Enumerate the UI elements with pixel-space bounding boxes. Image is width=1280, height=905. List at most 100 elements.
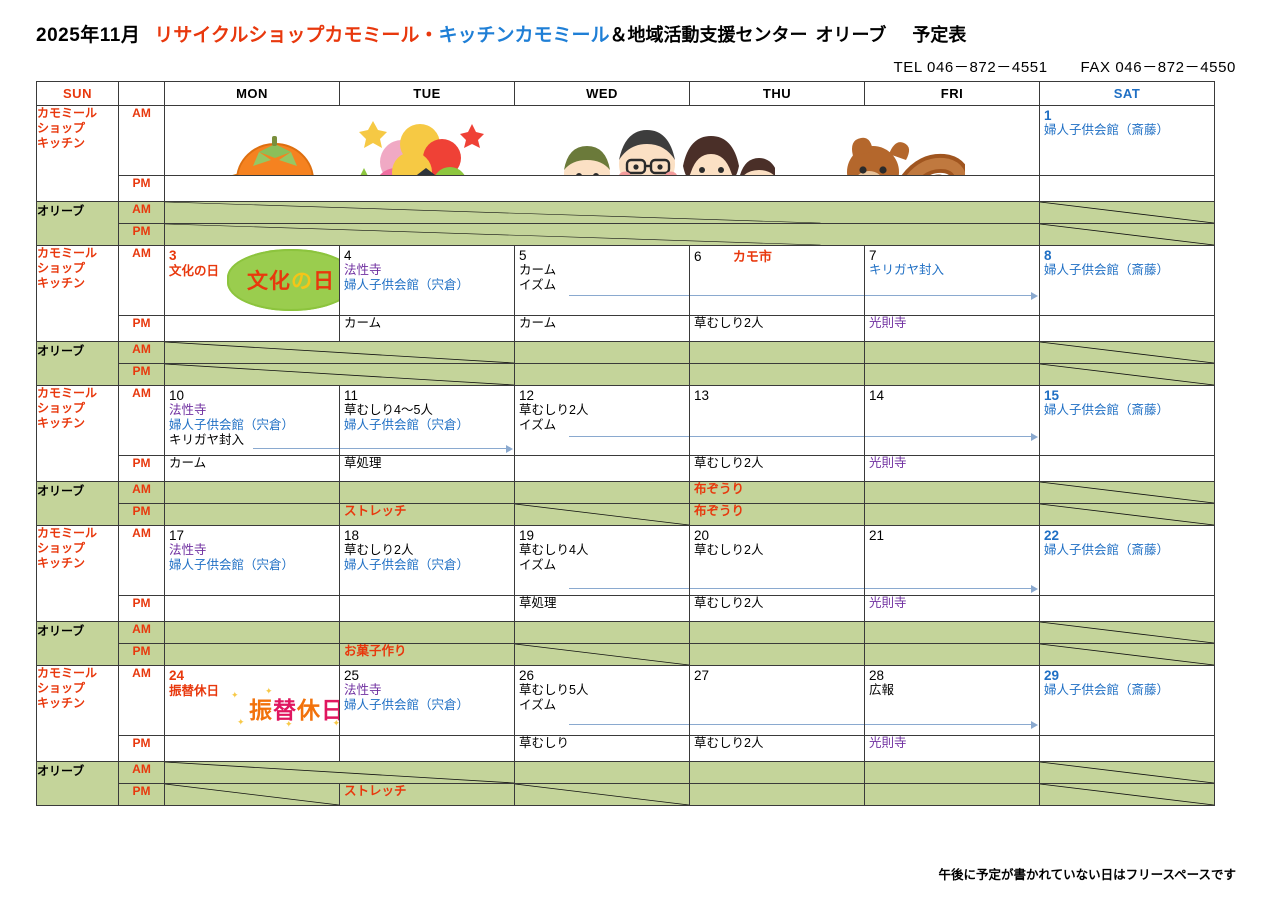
pm-cell-13[interactable]: 草むしり2人 [689, 455, 865, 482]
event-text: 草むしり [519, 736, 570, 751]
pm-cell-21[interactable]: 光則寺 [864, 595, 1040, 622]
olive-am-fri[interactable] [864, 481, 1040, 504]
row-label-olive: オリーブ [36, 341, 119, 386]
olive-pm-sat-closed [1039, 783, 1215, 806]
continuation-line [865, 295, 1031, 296]
olive-am-wed[interactable] [514, 761, 690, 784]
day-cell-22[interactable]: 22 婦人子供会館（斎藤） [1039, 525, 1215, 596]
day-cell-10[interactable]: 10 法性寺 婦人子供会館（宍倉） キリガヤ封入 [164, 385, 340, 456]
pm-cell-11[interactable]: 草処理 [339, 455, 515, 482]
day-cell-5[interactable]: 5 カーム イズム [514, 245, 690, 316]
pm-cell-7[interactable]: 光則寺 [864, 315, 1040, 342]
day-cell-21[interactable]: 21 [864, 525, 1040, 596]
olive-pm-mon[interactable] [164, 503, 340, 526]
day-cell-25[interactable]: 25 法性寺 婦人子供会館（宍倉） [339, 665, 515, 736]
day-cell-17[interactable]: 17 法性寺 婦人子供会館（宍倉） [164, 525, 340, 596]
olive-am-thu[interactable] [689, 761, 865, 784]
olive-pm-wed[interactable] [514, 363, 690, 386]
olive-pm-fri[interactable] [864, 643, 1040, 666]
olive-am-wed[interactable] [514, 341, 690, 364]
olive-pm-tue[interactable]: お菓子作り [339, 643, 515, 666]
bunka-no-hi-banner-icon: 文化の日 [227, 249, 339, 311]
day-cell-15[interactable]: 15 婦人子供会館（斎藤） [1039, 385, 1215, 456]
day-cell-1[interactable]: 1 婦人子供会館（斎藤） [1039, 105, 1215, 176]
day-cell-7[interactable]: 7 キリガヤ封入 [864, 245, 1040, 316]
day-cell-18[interactable]: 18 草むしり2人 婦人子供会館（宍倉） [339, 525, 515, 596]
olive-pm-thu[interactable] [689, 363, 865, 386]
olive-am-fri[interactable] [864, 621, 1040, 644]
olive-pm-fri[interactable] [864, 783, 1040, 806]
pm-cell-12[interactable] [514, 455, 690, 482]
olive-am-wed[interactable] [514, 621, 690, 644]
day-cell-26[interactable]: 26 草むしり5人 イズム [514, 665, 690, 736]
pm-cell-3[interactable] [164, 315, 340, 342]
event-text: イズム [519, 418, 557, 432]
day-cell-19[interactable]: 19 草むしり4人 イズム [514, 525, 690, 596]
olive-am-tue[interactable] [339, 481, 515, 504]
day-cell-27[interactable]: 27 [689, 665, 865, 736]
olive-am-fri[interactable] [864, 761, 1040, 784]
pm-cell-17[interactable] [164, 595, 340, 622]
week4-kamo-am-row: カモミール ショップ キッチン AM 17 法性寺 婦人子供会館（宍倉） 18 … [36, 525, 1215, 622]
olive-pm-thu[interactable] [689, 643, 865, 666]
olive-am-closed-band [164, 201, 1040, 224]
olive-am-thu[interactable] [689, 621, 865, 644]
olive-pm-mon[interactable] [164, 643, 340, 666]
olive-am-thu[interactable] [689, 341, 865, 364]
olive-am-mon[interactable] [164, 481, 340, 504]
day-cell-12[interactable]: 12 草むしり2人 イズム [514, 385, 690, 456]
event-text: 婦人子供会館（斎藤） [1044, 123, 1170, 137]
pm-cell-8[interactable] [1039, 315, 1215, 342]
day-cell-14[interactable]: 14 [864, 385, 1040, 456]
pm-cell-25[interactable] [339, 735, 515, 762]
pm-cell-4[interactable]: カーム [339, 315, 515, 342]
olive-am-thu[interactable]: 布ぞうり [689, 481, 865, 504]
pm-cell-14[interactable]: 光則寺 [864, 455, 1040, 482]
banner-char-1: 文 [247, 270, 269, 293]
pm-cell-18[interactable] [339, 595, 515, 622]
day-cell-6[interactable]: 6 カモ市 [689, 245, 865, 316]
day-cell-1-pm[interactable] [1039, 175, 1215, 202]
pm-cell-26[interactable]: 草むしり [514, 735, 690, 762]
day-cell-8[interactable]: 8 婦人子供会館（斎藤） [1039, 245, 1215, 316]
pm-cell-6[interactable]: 草むしり2人 [689, 315, 865, 342]
olive-am-mon[interactable] [164, 621, 340, 644]
pm-cell-27[interactable]: 草むしり2人 [689, 735, 865, 762]
olive-am-wed[interactable] [514, 481, 690, 504]
olive-pm-thu[interactable]: 布ぞうり [689, 503, 865, 526]
title-olive: オリーブ [815, 25, 887, 45]
continuation-arrowhead-icon [1031, 720, 1038, 729]
olive-pm-tue[interactable]: ストレッチ [339, 783, 515, 806]
day-cell-13[interactable]: 13 [689, 385, 865, 456]
day-cell-4[interactable]: 4 法性寺 婦人子供会館（宍倉） [339, 245, 515, 316]
day-cell-28[interactable]: 28 広報 [864, 665, 1040, 736]
olive-pm-fri[interactable] [864, 503, 1040, 526]
pm-cell-10[interactable]: カーム [164, 455, 340, 482]
pm-cell-20[interactable]: 草むしり2人 [689, 595, 865, 622]
pm-cell-5[interactable]: カーム [514, 315, 690, 342]
week5-kamo-pm-row: PM 草むしり 草むしり2人 光則寺 [37, 735, 1215, 762]
pm-cell-15[interactable] [1039, 455, 1215, 482]
continuation-arrowhead-icon [506, 444, 513, 453]
olive-pm-wed-closed [514, 643, 690, 666]
olive-am-tue[interactable] [339, 621, 515, 644]
event-text: カーム [169, 456, 207, 471]
olive-pm-fri[interactable] [864, 363, 1040, 386]
day-cell-11[interactable]: 11 草むしり4～5人 婦人子供会館（宍倉） [339, 385, 515, 456]
pm-cell-28[interactable]: 光則寺 [864, 735, 1040, 762]
day-cell-20[interactable]: 20 草むしり2人 [689, 525, 865, 596]
week5-olive-am-row: オリーブ AM [36, 761, 1215, 806]
diagonal-strike-icon [515, 784, 689, 805]
olive-pm-tue[interactable]: ストレッチ [339, 503, 515, 526]
day-cell-3[interactable]: 3 文化の日 文化の日 [164, 245, 340, 316]
day-cell-29[interactable]: 29 婦人子供会館（斎藤） [1039, 665, 1215, 736]
row-label-olive: オリーブ [36, 621, 119, 666]
day-cell-24[interactable]: 24 振替休日 ✦ ✦ ✦ ✦ ✦ ✦ ✦ 振替休日 [164, 665, 340, 736]
pm-cell-19[interactable]: 草処理 [514, 595, 690, 622]
pm-cell-29[interactable] [1039, 735, 1215, 762]
week1-pm-illustration-continuation [164, 175, 1040, 202]
pm-cell-22[interactable] [1039, 595, 1215, 622]
pm-cell-24[interactable] [164, 735, 340, 762]
olive-pm-thu[interactable] [689, 783, 865, 806]
olive-am-fri[interactable] [864, 341, 1040, 364]
